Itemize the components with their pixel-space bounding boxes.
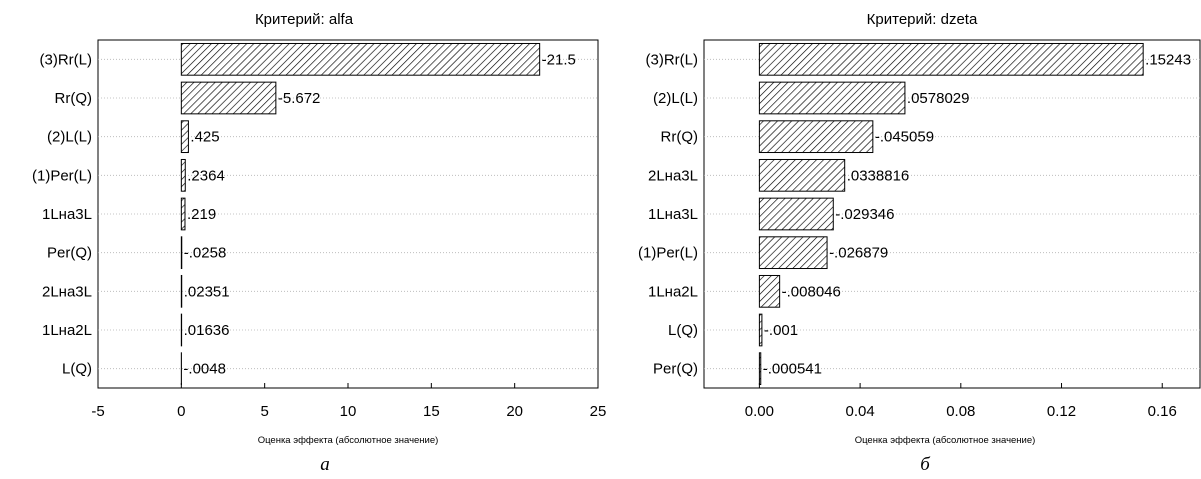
category-label: L(Q): [668, 322, 698, 339]
chart-title: Критерий: alfa: [255, 11, 354, 28]
bars: [180, 42, 541, 386]
bar: [180, 81, 277, 115]
bar: [758, 274, 781, 308]
value-label: .01636: [184, 322, 230, 339]
bar: [758, 197, 834, 231]
bar: [758, 313, 763, 347]
bar: [758, 352, 762, 386]
tick-label: 0: [177, 403, 185, 420]
value-label: -.026879: [829, 245, 888, 262]
category-label: (1)Per(L): [638, 245, 698, 262]
category-label: L(Q): [62, 361, 92, 378]
bar: [758, 158, 846, 192]
value-label: -21.5: [542, 51, 576, 68]
value-label: -.0048: [183, 361, 226, 378]
bars: [758, 42, 1144, 386]
value-labels: .15243 .0578029 -.045059 .0338816 -.029346 -.…: [763, 51, 1191, 377]
value-label: -.0258: [184, 245, 227, 262]
category-label: Per(Q): [47, 245, 92, 262]
category-label: (2)L(L): [47, 129, 92, 146]
bar: [758, 120, 874, 154]
tick-label: 25: [590, 403, 607, 420]
category-labels: (3)Rr(L) (2)L(L) Rr(Q) 2Lна3L 1Lна3L (1)Per(L…: [638, 51, 698, 377]
category-labels: (3)Rr(L) Rr(Q) (2)L(L) (1)Per(L) 1Lна3L Per(Q…: [32, 51, 92, 377]
category-label: Rr(Q): [55, 90, 93, 107]
category-label: 1Lна2L: [648, 283, 698, 300]
tick-label: 20: [506, 403, 523, 420]
value-label: -.000541: [763, 361, 822, 378]
bar: [758, 81, 906, 115]
tick-label: 0.04: [845, 403, 874, 420]
category-label: Per(Q): [653, 361, 698, 378]
value-label: -.001: [764, 322, 798, 339]
chart-title: Критерий: dzeta: [867, 11, 978, 28]
x-ticks: 0.00 0.04 0.08 0.12 0.16: [745, 383, 1177, 420]
x-axis-label: Оценка эффекта (абсолютное значение): [855, 435, 1036, 446]
tick-label: 0.08: [946, 403, 975, 420]
value-label: .425: [190, 129, 219, 146]
value-label: -.029346: [835, 206, 894, 223]
x-ticks: -5 0 5 10 15 20 25: [91, 383, 606, 420]
category-label: (3)Rr(L): [40, 51, 93, 68]
category-label: (1)Per(L): [32, 167, 92, 184]
bar: [758, 236, 828, 270]
x-axis-label: Оценка эффекта (абсолютное значение): [258, 435, 439, 446]
value-label: .0338816: [847, 167, 910, 184]
value-label: .02351: [184, 283, 230, 300]
panel-caption: б: [920, 454, 931, 475]
bar: [758, 42, 1144, 76]
value-label: -.045059: [875, 129, 934, 146]
bar: [180, 120, 189, 154]
value-label: .0578029: [907, 90, 970, 107]
category-label: 1Lна3L: [42, 206, 92, 223]
tick-label: 10: [340, 403, 357, 420]
tick-label: 15: [423, 403, 440, 420]
panel-caption: а: [320, 454, 330, 475]
category-label: 2Lна3L: [42, 283, 92, 300]
tick-label: 0.00: [745, 403, 774, 420]
bar: [180, 42, 541, 76]
category-label: Rr(Q): [661, 129, 699, 146]
tick-label: 5: [260, 403, 268, 420]
category-label: 1Lна3L: [648, 206, 698, 223]
grid-lines: [98, 58, 598, 370]
tick-label: 0.16: [1148, 403, 1177, 420]
category-label: 2Lна3L: [648, 167, 698, 184]
tick-label: 0.12: [1047, 403, 1076, 420]
chart-panel-alfa: Критерий: alfa (3)Rr(L) Rr(Q) (2)L(L) (1)Pe…: [32, 11, 606, 475]
category-label: 1Lна2L: [42, 322, 92, 339]
value-label: -5.672: [278, 90, 321, 107]
value-label: .2364: [187, 167, 225, 184]
value-label: .15243: [1145, 51, 1191, 68]
value-labels: -21.5 -5.672 .425 .2364 .219 -.0258 .02351 .016…: [183, 51, 575, 377]
category-label: (3)Rr(L): [646, 51, 699, 68]
bar: [180, 158, 186, 192]
value-label: -.008046: [782, 283, 841, 300]
category-label: (2)L(L): [653, 90, 698, 107]
value-label: .219: [187, 206, 216, 223]
chart-panel-dzeta: Критерий: dzeta (3)Rr(L) (2)L(L) Rr(Q) 2Lна…: [638, 11, 1201, 475]
bar: [180, 197, 186, 231]
tick-label: -5: [91, 403, 104, 420]
